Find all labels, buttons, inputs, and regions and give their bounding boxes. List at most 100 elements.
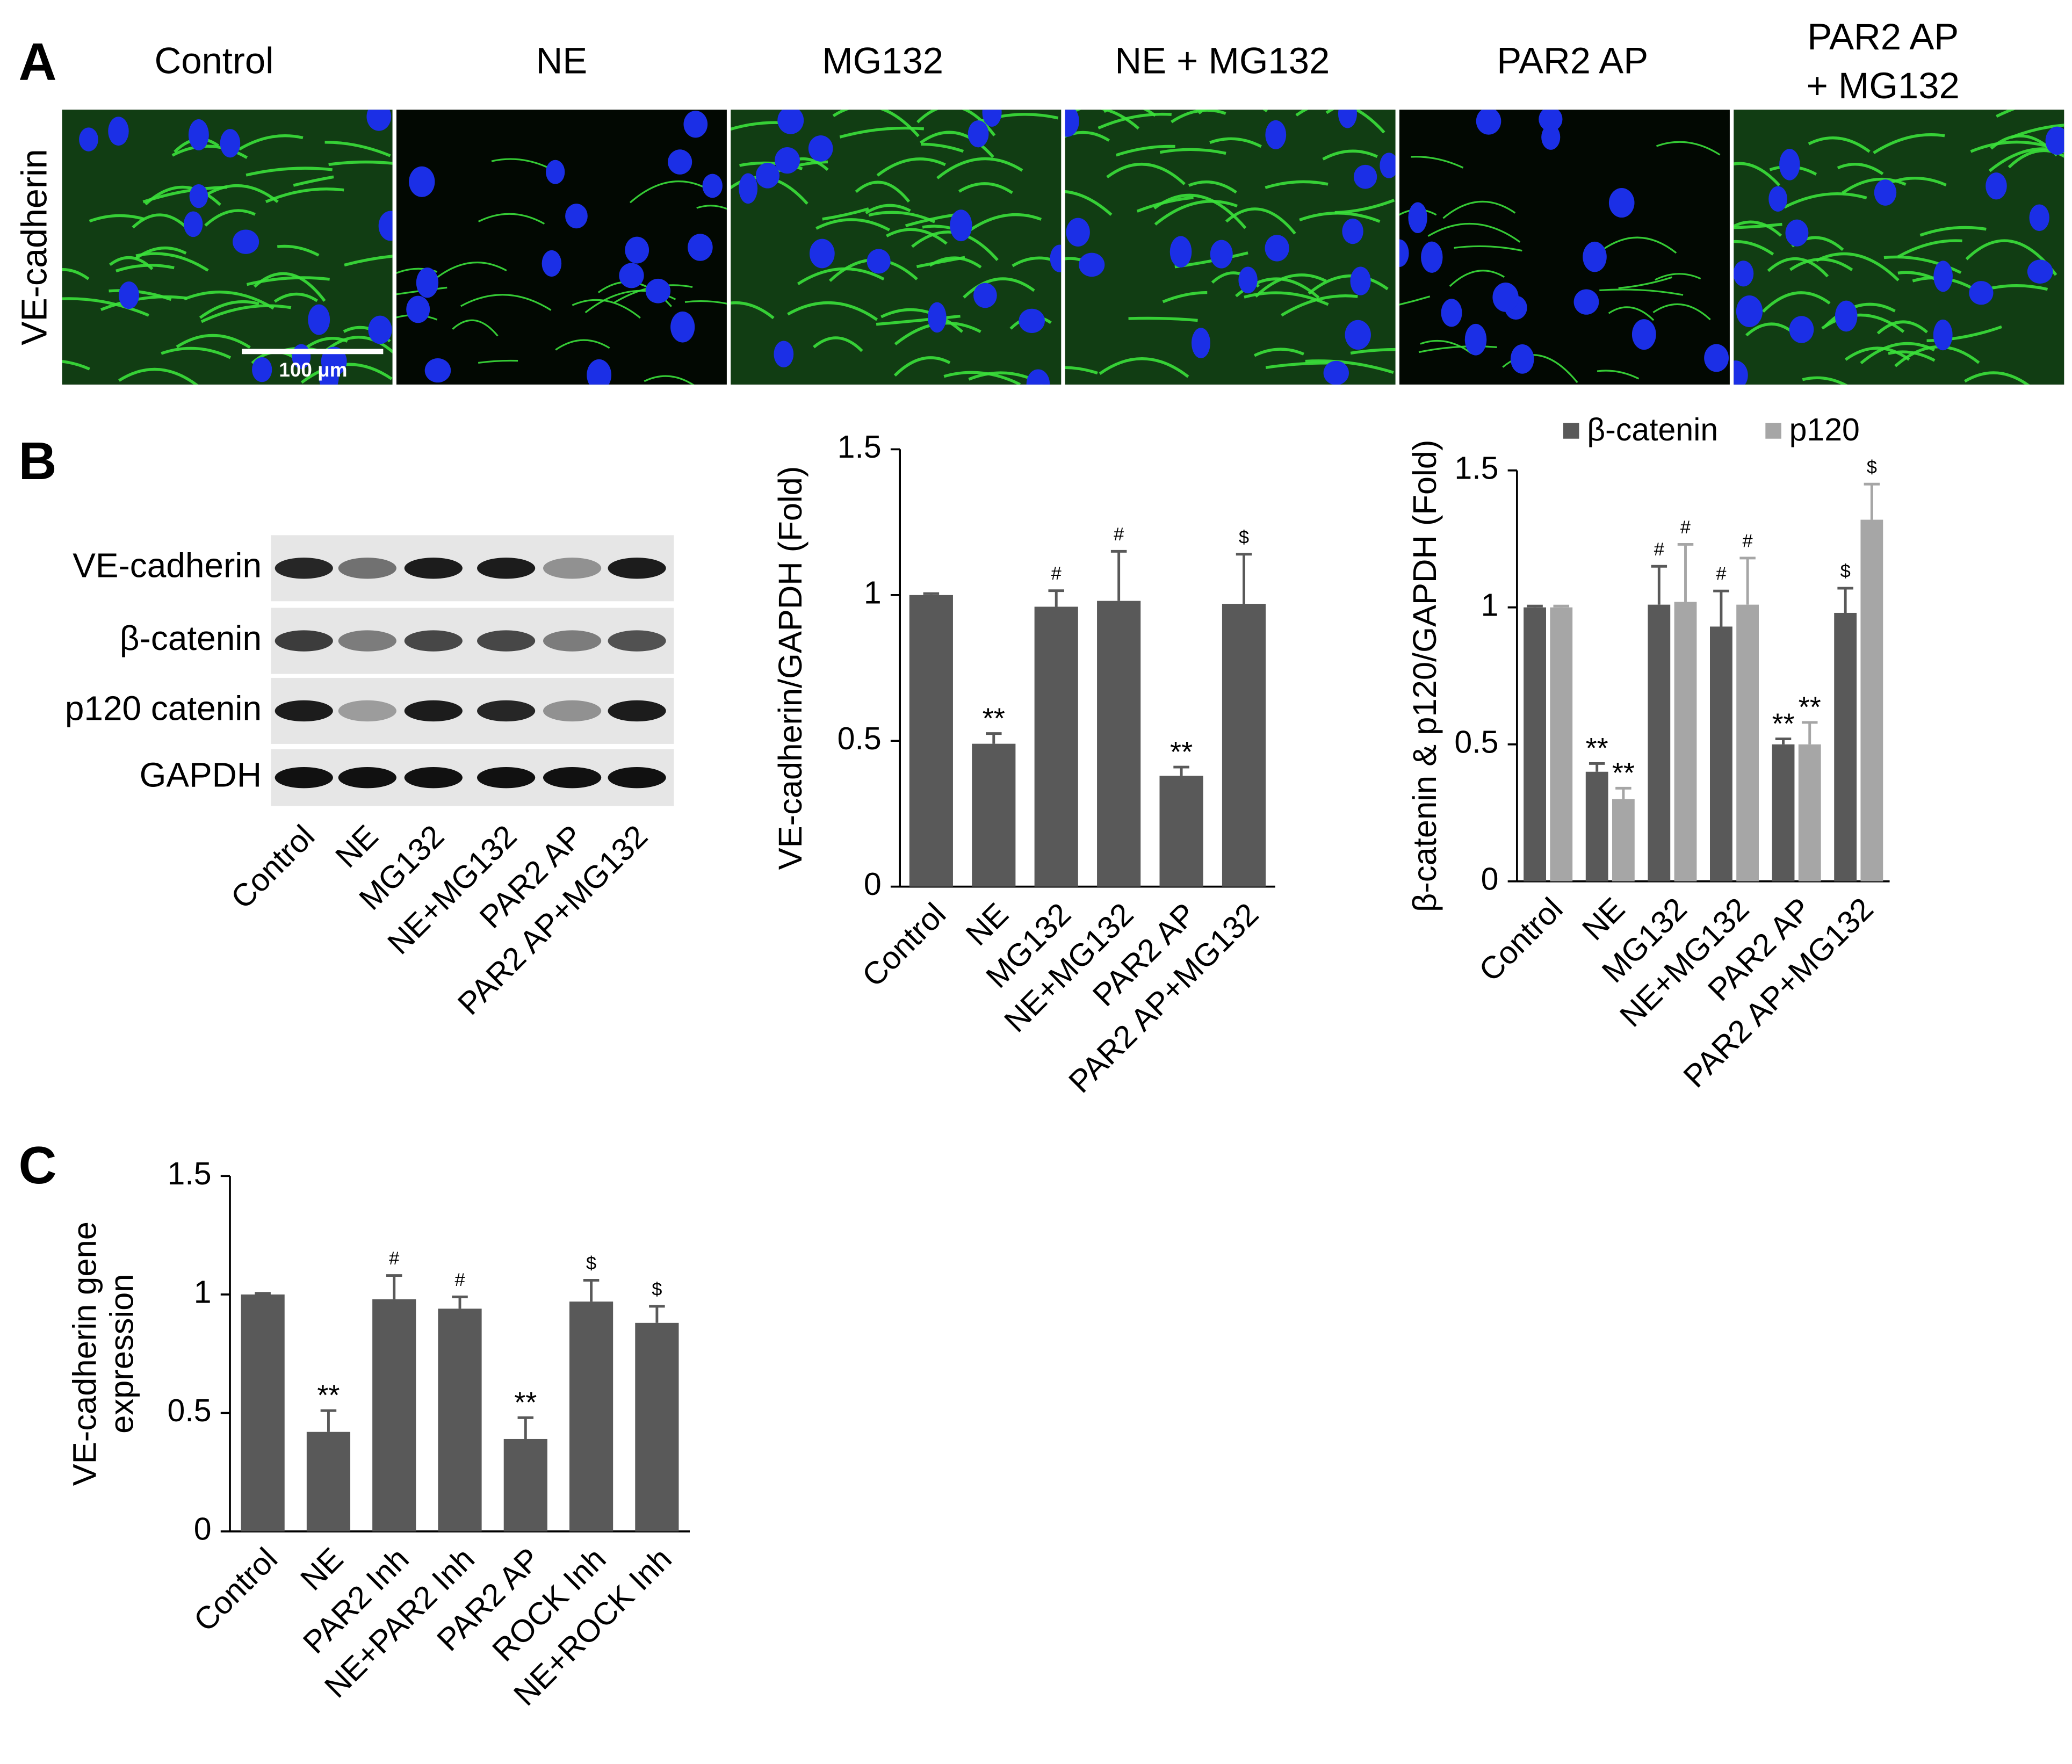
junction (1808, 136, 1871, 153)
junction (1618, 276, 1672, 289)
significance-mark: # (1051, 563, 1062, 584)
junction (1767, 257, 1829, 278)
nucleus (1835, 300, 1858, 332)
nucleus (688, 234, 713, 261)
nucleus (416, 268, 439, 298)
junction (1065, 190, 1113, 216)
junction (1888, 350, 1936, 362)
junction (921, 142, 964, 153)
nucleus (189, 184, 208, 208)
significance-mark: ** (1170, 736, 1193, 768)
nucleus (188, 119, 209, 150)
junction (1188, 180, 1237, 194)
junction (1427, 222, 1521, 243)
nucleus (625, 236, 649, 264)
junction (322, 336, 393, 354)
nucleus (808, 135, 833, 162)
y-tick-label: 1.5 (168, 1156, 212, 1191)
error-bar (1677, 543, 1694, 602)
error-bar (583, 1278, 600, 1302)
junction (1802, 376, 1848, 385)
nucleus (1583, 241, 1607, 272)
column-title: NE + MG132 (1115, 40, 1330, 81)
junction (1420, 339, 1472, 355)
blot-band (543, 630, 602, 652)
junction (1136, 196, 1194, 213)
nucleus (1608, 187, 1635, 218)
error-bar (452, 1295, 468, 1309)
bar (1034, 606, 1078, 887)
nucleus (1019, 308, 1045, 334)
y-tick-label: 0.5 (838, 721, 882, 756)
nucleus (1476, 110, 1501, 135)
junction (1065, 131, 1110, 142)
junction (1844, 346, 1910, 361)
error-bar (1589, 762, 1605, 772)
nucleus (1874, 179, 1897, 206)
nucleus (702, 173, 723, 198)
junction (822, 207, 869, 221)
nucleus (982, 110, 1002, 127)
blot-strip (271, 608, 674, 674)
bar (306, 1432, 351, 1532)
y-tick-label: 0 (1481, 861, 1499, 897)
junction (1103, 110, 1157, 117)
junction (886, 228, 948, 245)
junction (109, 256, 154, 270)
bar (909, 595, 953, 887)
legend-swatch (1765, 423, 1781, 439)
blot-band (275, 700, 333, 722)
blot-row-label: β-catenin (120, 619, 262, 657)
error-bar (517, 1416, 534, 1439)
junction (1154, 200, 1238, 226)
nucleus (79, 127, 98, 151)
nucleus (1065, 110, 1079, 137)
nucleus (777, 110, 804, 134)
junction (936, 157, 1023, 179)
nucleus (1734, 261, 1754, 287)
junction (324, 141, 391, 157)
nucleus (1380, 153, 1396, 178)
micrograph-detail (731, 110, 1062, 385)
blot-strip (271, 749, 674, 806)
junction (1411, 156, 1464, 169)
nucleus (645, 278, 671, 303)
significance-mark: ** (1772, 707, 1794, 740)
nucleus (184, 211, 203, 237)
micrograph-detail (1065, 110, 1396, 385)
blot-row-label: p120 catenin (65, 689, 262, 727)
junction (876, 314, 961, 326)
junction (1883, 255, 1962, 274)
nucleus (366, 110, 392, 131)
blot-strip (271, 535, 674, 602)
column-title: + MG132 (1807, 65, 1960, 106)
error-bar (649, 1305, 665, 1323)
junction (1608, 306, 1655, 321)
bar (1674, 602, 1697, 881)
significance-mark: ** (514, 1386, 537, 1419)
nucleus (1265, 120, 1287, 149)
junction (1162, 291, 1208, 303)
nucleus (1353, 164, 1377, 189)
junction (118, 367, 199, 385)
nucleus (565, 204, 588, 229)
junction (1837, 163, 1884, 176)
nucleus (1342, 218, 1363, 244)
significance-mark: ** (1586, 732, 1608, 764)
nucleus (1238, 266, 1258, 294)
significance-mark: $ (1239, 527, 1249, 547)
nucleus (118, 281, 139, 309)
junction (865, 204, 911, 214)
significance-mark: # (1654, 539, 1664, 560)
junction (1399, 295, 1431, 306)
column-title: Control (154, 40, 273, 81)
nucleus (739, 173, 758, 204)
x-tick-label: Control (855, 896, 952, 993)
bar (1524, 607, 1546, 881)
junction (629, 180, 706, 204)
nucleus (668, 149, 692, 175)
junction (1128, 316, 1198, 322)
error-bar (1553, 604, 1570, 608)
bar (1710, 626, 1732, 881)
